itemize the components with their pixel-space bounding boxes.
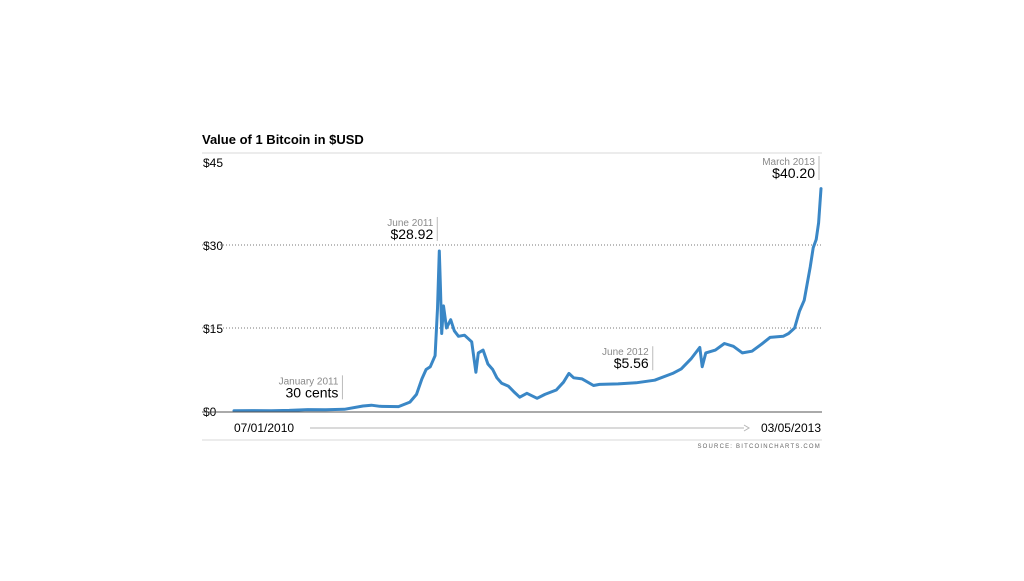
annotation-value: $5.56: [614, 355, 649, 371]
price-line: [232, 187, 823, 413]
annotation: March 2013$40.20: [762, 156, 820, 181]
y-tick-label: $45: [203, 156, 223, 170]
y-tick-label: $30: [203, 239, 223, 253]
annotation: June 2012$5.56: [602, 346, 654, 371]
annotation-date: January 2011: [279, 376, 339, 387]
annotation-date: March 2013: [762, 157, 815, 168]
annotation: June 2011$28.92: [387, 216, 438, 242]
y-tick-label: $15: [203, 322, 223, 336]
timeline-arrow-head: [743, 424, 750, 432]
annotation-value: 30 cents: [286, 384, 339, 400]
x-end-label: 03/05/2013: [761, 421, 821, 435]
annotation-value: $28.92: [390, 226, 433, 242]
annotation-date: June 2012: [602, 347, 649, 358]
source-label: SOURCE: BITCOINCHARTS.COM: [697, 444, 821, 450]
annotation-value: $40.20: [772, 165, 815, 181]
gridlines: [202, 244, 822, 329]
chart-title: Value of 1 Bitcoin in $USD: [202, 132, 364, 147]
y-axis-ticks: $0$15$30$45: [203, 156, 223, 419]
x-start-label: 07/01/2010: [234, 421, 294, 435]
annotation-date: June 2011: [387, 218, 433, 229]
